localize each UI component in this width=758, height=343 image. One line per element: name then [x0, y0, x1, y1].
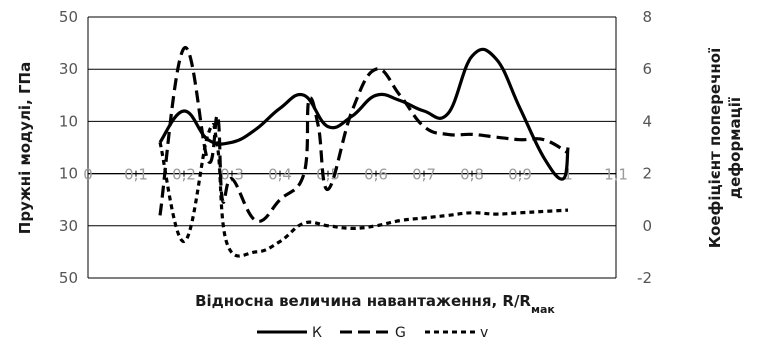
legend-label-g: G [395, 325, 406, 341]
y-right-tick-label: -2 [637, 269, 652, 287]
x-tick-label: 1 [563, 166, 573, 184]
x-tick-label: 0,2 [172, 166, 196, 184]
x-tick-label: 0,4 [268, 166, 292, 184]
y-right-tick-label: 6 [642, 60, 652, 78]
x-axis-title: Відносна величина навантаження, R/Rмак [195, 292, 555, 316]
legend-label-k: К [312, 325, 322, 341]
x-tick-label: 0,8 [460, 166, 484, 184]
x-tick-label: 1,1 [604, 166, 628, 184]
y-left-tick-label: 10 [59, 112, 78, 130]
y-left-tick-label: 30 [59, 217, 78, 235]
series-k-line [158, 47, 570, 181]
y-left-tick-label: 50 [59, 269, 78, 287]
y-right-tick-label: 2 [642, 165, 652, 183]
y-right-tick-label: 4 [642, 112, 652, 130]
x-tick-label: 0,9 [508, 166, 532, 184]
y-left-axis-title: Пружні модулі, ГПа [16, 62, 34, 234]
x-tick-label: 0,1 [124, 166, 148, 184]
y-left-tick-label: 30 [59, 60, 78, 78]
y-right-tick-label: 0 [642, 217, 652, 235]
y-left-tick-label: 50 [59, 8, 78, 26]
x-tick-label: 0,7 [412, 166, 436, 184]
legend-label-v: v [480, 325, 488, 341]
x-tick-label: 0,3 [220, 166, 244, 184]
legend: К G v [257, 325, 488, 341]
x-tick-label: 0 [83, 166, 93, 184]
y-right-tick-label: 8 [642, 8, 652, 26]
series-lines [158, 46, 570, 258]
series-g-line [158, 46, 569, 223]
axes [87, 17, 617, 278]
x-tick-label: 0,6 [364, 166, 388, 184]
y-left-tick-label: 10 [59, 165, 78, 183]
y-right-axis-title-line1: Коефіцієнт поперечної [706, 48, 724, 248]
series-v-line [158, 122, 569, 258]
y-right-axis-title-line2: деформації [726, 97, 744, 199]
